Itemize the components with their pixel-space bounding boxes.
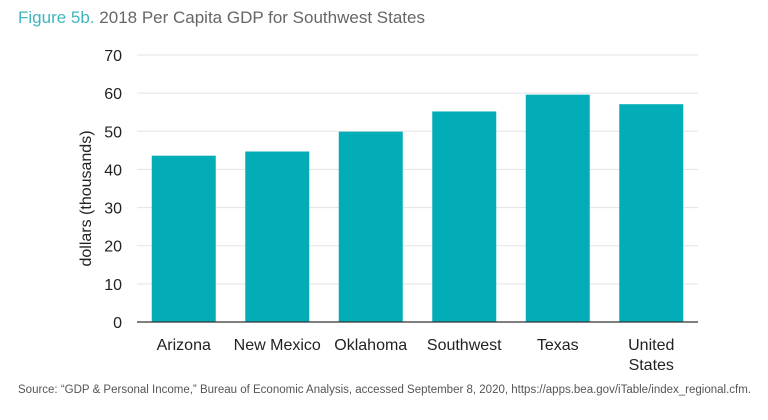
bar: [525, 94, 590, 322]
y-tick-label: 60: [104, 86, 122, 103]
y-tick-label: 30: [104, 201, 122, 218]
bar: [338, 131, 403, 322]
bar: [619, 104, 684, 322]
x-category-label: Oklahoma: [334, 337, 407, 354]
x-category-label: Texas: [537, 337, 579, 354]
bar: [151, 155, 216, 322]
y-tick-label: 10: [104, 277, 122, 294]
y-tick-label: 20: [104, 239, 122, 256]
y-tick-label: 70: [104, 48, 122, 65]
x-category-label: New Mexico: [234, 337, 321, 354]
bar: [245, 151, 310, 322]
x-category-label: United States: [628, 337, 674, 374]
bar: [432, 111, 497, 322]
title-text: 2018 Per Capita GDP for Southwest States: [99, 8, 425, 27]
x-category-label: Southwest: [427, 337, 502, 354]
y-tick-label: 0: [113, 315, 122, 332]
x-category-label: Arizona: [157, 337, 211, 354]
y-axis-label: dollars (thousands): [78, 130, 95, 266]
figure-label: Figure 5b.: [18, 8, 95, 27]
y-tick-label: 50: [104, 124, 122, 141]
chart-title: Figure 5b. 2018 Per Capita GDP for South…: [18, 8, 425, 28]
source-note: Source: “GDP & Personal Income,” Bureau …: [18, 384, 751, 396]
y-tick-label: 40: [104, 162, 122, 179]
